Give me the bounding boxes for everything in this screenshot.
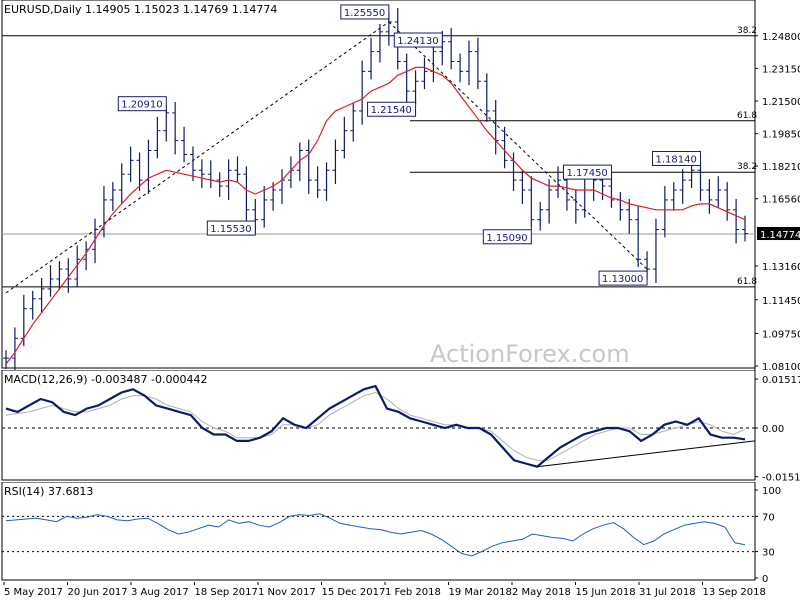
fib-level-label: 61.8 — [737, 277, 757, 287]
pivot-label-box — [117, 96, 167, 112]
rsi-frame — [1, 482, 756, 581]
rsi-y-tick-label: 30 — [762, 548, 775, 559]
rsi-y-tick-label: 0 — [762, 574, 768, 582]
x-tick-label: 1 Feb 2018 — [385, 587, 441, 598]
fib-level-label: 38.2 — [737, 26, 757, 36]
price-y-tick-label: 1.23150 — [762, 64, 800, 75]
price-y-tick-label: 1.09750 — [762, 329, 800, 340]
x-axis: 5 May 2017 20 Jun 2017 3 Aug 2017 18 Sep 20… — [0, 582, 800, 600]
price-panel: 1.24800 1.23150 1.21500 1.19850 1.18210 1.165… — [1, 0, 800, 370]
price-bars — [3, 8, 748, 370]
macd-frame — [1, 370, 756, 481]
pivot-label: 1.15530 — [210, 224, 251, 235]
pivot-label: 1.24130 — [397, 36, 438, 47]
fib-level-label: 38.2 — [737, 162, 757, 172]
x-tick-label: 1 Nov 2017 — [258, 587, 316, 598]
macd-y-tick-label: -0.015105 — [762, 473, 800, 482]
macd-trend-line — [537, 440, 756, 468]
pivot-label: 1.18140 — [655, 154, 696, 165]
pivot-label-box — [562, 164, 612, 180]
price-y-tick-label: 1.19850 — [762, 130, 800, 141]
price-y-tick-label: 1.11450 — [762, 296, 800, 307]
macd-line — [5, 384, 746, 468]
price-y-tick-label: 1.21500 — [762, 97, 800, 108]
current-price-label: 1.14774 — [760, 230, 800, 241]
macd-y-tick-label: 0.00 — [762, 424, 784, 435]
pivot-label-box — [393, 32, 443, 48]
price-y-tick-label: 1.18210 — [762, 162, 800, 173]
pivot-label-box — [206, 220, 256, 236]
pivot-label: 1.25550 — [344, 8, 385, 19]
pivot-label: 1.13000 — [602, 274, 643, 285]
pivot-label-box — [651, 150, 701, 166]
x-tick-label: 18 Sep 2017 — [195, 587, 258, 598]
x-tick-label: 2 May 2018 — [512, 587, 571, 598]
rsi-panel: 100 70 30 0 RSI(14) 37.6813 — [0, 482, 800, 582]
rsi-line — [5, 513, 746, 557]
x-tick-label: 3 Aug 2017 — [131, 587, 189, 598]
pivot-label-box — [367, 101, 417, 117]
price-chart: 1.24800 1.23150 1.21500 1.19850 1.18210 1.165… — [1, 0, 800, 370]
price-y-tick-label: 1.13160 — [762, 262, 800, 273]
x-tick-label: 13 Sep 2018 — [703, 587, 766, 598]
rsi-title: RSI(14) 37.6813 — [4, 485, 94, 498]
x-axis-svg: 5 May 2017 20 Jun 2017 3 Aug 2017 18 Sep 20… — [3, 582, 766, 598]
rsi-y-tick-label: 100 — [762, 486, 781, 497]
price-y-tick-label: 1.08100 — [762, 362, 800, 370]
pivot-label-box — [340, 4, 390, 20]
x-tick-label: 5 May 2017 — [4, 587, 63, 598]
x-tick-label: 15 Jun 2018 — [576, 587, 636, 598]
rsi-chart: 100 70 30 0 — [1, 482, 781, 582]
rsi-y-tick-label: 70 — [762, 512, 775, 523]
pivot-label: 1.21540 — [371, 105, 412, 116]
x-tick-label: 20 Jun 2017 — [68, 587, 128, 598]
watermark: ActionForex.com — [430, 340, 630, 368]
x-tick-label: 15 Dec 2017 — [322, 587, 386, 598]
current-price-badge — [757, 227, 800, 241]
macd-y-tick-label: 0.015176 — [762, 375, 800, 386]
price-y-tick-label: 1.24800 — [762, 32, 800, 43]
macd-signal-line — [5, 391, 746, 461]
price-title: EURUSD,Daily 1.14905 1.15023 1.14769 1.1… — [4, 3, 278, 16]
pivot-label: 1.20910 — [121, 100, 162, 111]
moving-average-line — [5, 66, 746, 365]
pivot-label: 1.17450 — [566, 168, 607, 179]
macd-chart: 0.015176 0.00 -0.015105 — [1, 370, 800, 482]
x-tick-label: 31 Jul 2018 — [639, 587, 696, 598]
trend-line-up — [5, 21, 390, 294]
macd-panel: 0.015176 0.00 -0.015105 MACD(12,26,9) -0.0… — [0, 370, 800, 482]
macd-title: MACD(12,26,9) -0.003487 -0.000442 — [4, 373, 208, 386]
x-tick-label: 19 Mar 2018 — [449, 587, 512, 598]
pivot-label-box — [598, 270, 648, 286]
pivot-label: 1.15090 — [486, 233, 527, 244]
fib-level-label: 61.8 — [737, 111, 757, 121]
pivot-label-box — [482, 229, 532, 245]
price-frame — [1, 0, 756, 369]
price-y-tick-label: 1.16560 — [762, 195, 800, 206]
